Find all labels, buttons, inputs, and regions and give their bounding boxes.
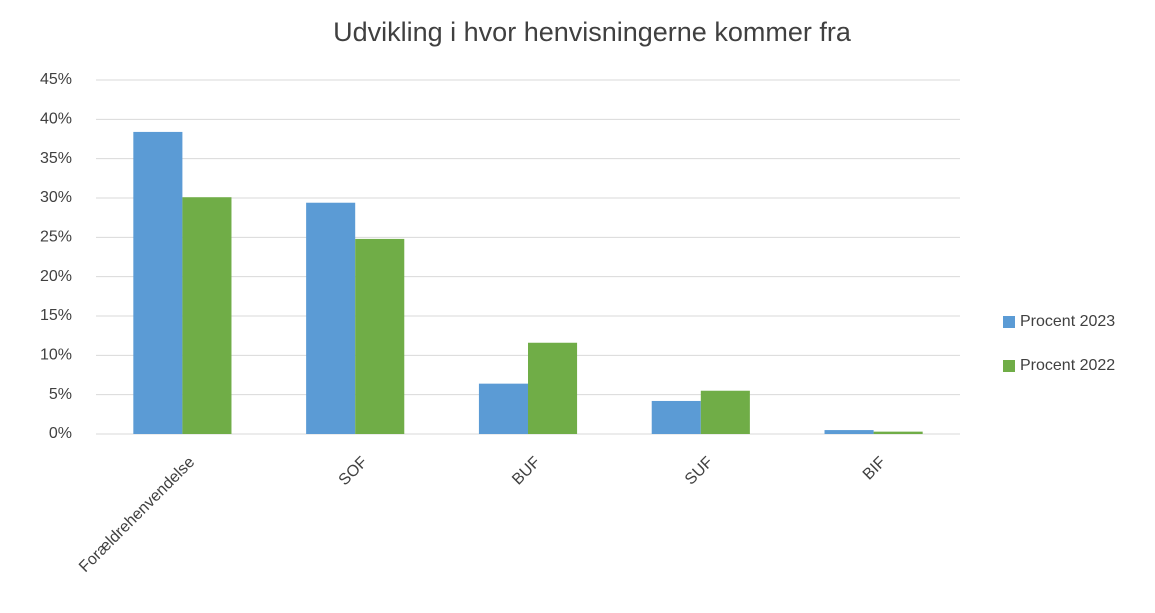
y-tick-label: 35% xyxy=(40,150,72,167)
legend-swatch xyxy=(1003,316,1015,328)
y-tick-label: 10% xyxy=(40,347,72,364)
bar xyxy=(133,131,183,435)
x-tick-label: BUF xyxy=(509,454,544,489)
bar xyxy=(651,400,701,434)
y-tick-label: 40% xyxy=(40,111,72,128)
x-tick-label: Forældrehenvendelse xyxy=(76,454,198,576)
y-tick-label: 25% xyxy=(40,229,72,246)
x-tick-label: BIF xyxy=(860,454,890,484)
bar xyxy=(700,390,750,434)
legend-label: Procent 2022 xyxy=(1020,357,1115,374)
bar xyxy=(182,197,232,434)
x-tick-label: SUF xyxy=(682,454,717,489)
chart-title: Udvikling i hvor henvisningerne kommer f… xyxy=(333,17,852,47)
y-tick-label: 5% xyxy=(49,386,72,403)
legend-label: Procent 2023 xyxy=(1020,313,1115,330)
y-tick-label: 30% xyxy=(40,189,72,206)
bar xyxy=(478,383,528,434)
bar xyxy=(824,430,874,434)
y-tick-label: 45% xyxy=(40,71,72,88)
y-tick-label: 20% xyxy=(40,268,72,285)
bar xyxy=(873,431,923,434)
bar xyxy=(528,342,578,434)
x-tick-label: SOF xyxy=(336,454,371,489)
bar xyxy=(306,202,356,434)
y-tick-label: 15% xyxy=(40,307,72,324)
y-tick-label: 0% xyxy=(49,425,72,442)
bar xyxy=(355,238,405,434)
legend-swatch xyxy=(1003,360,1015,372)
